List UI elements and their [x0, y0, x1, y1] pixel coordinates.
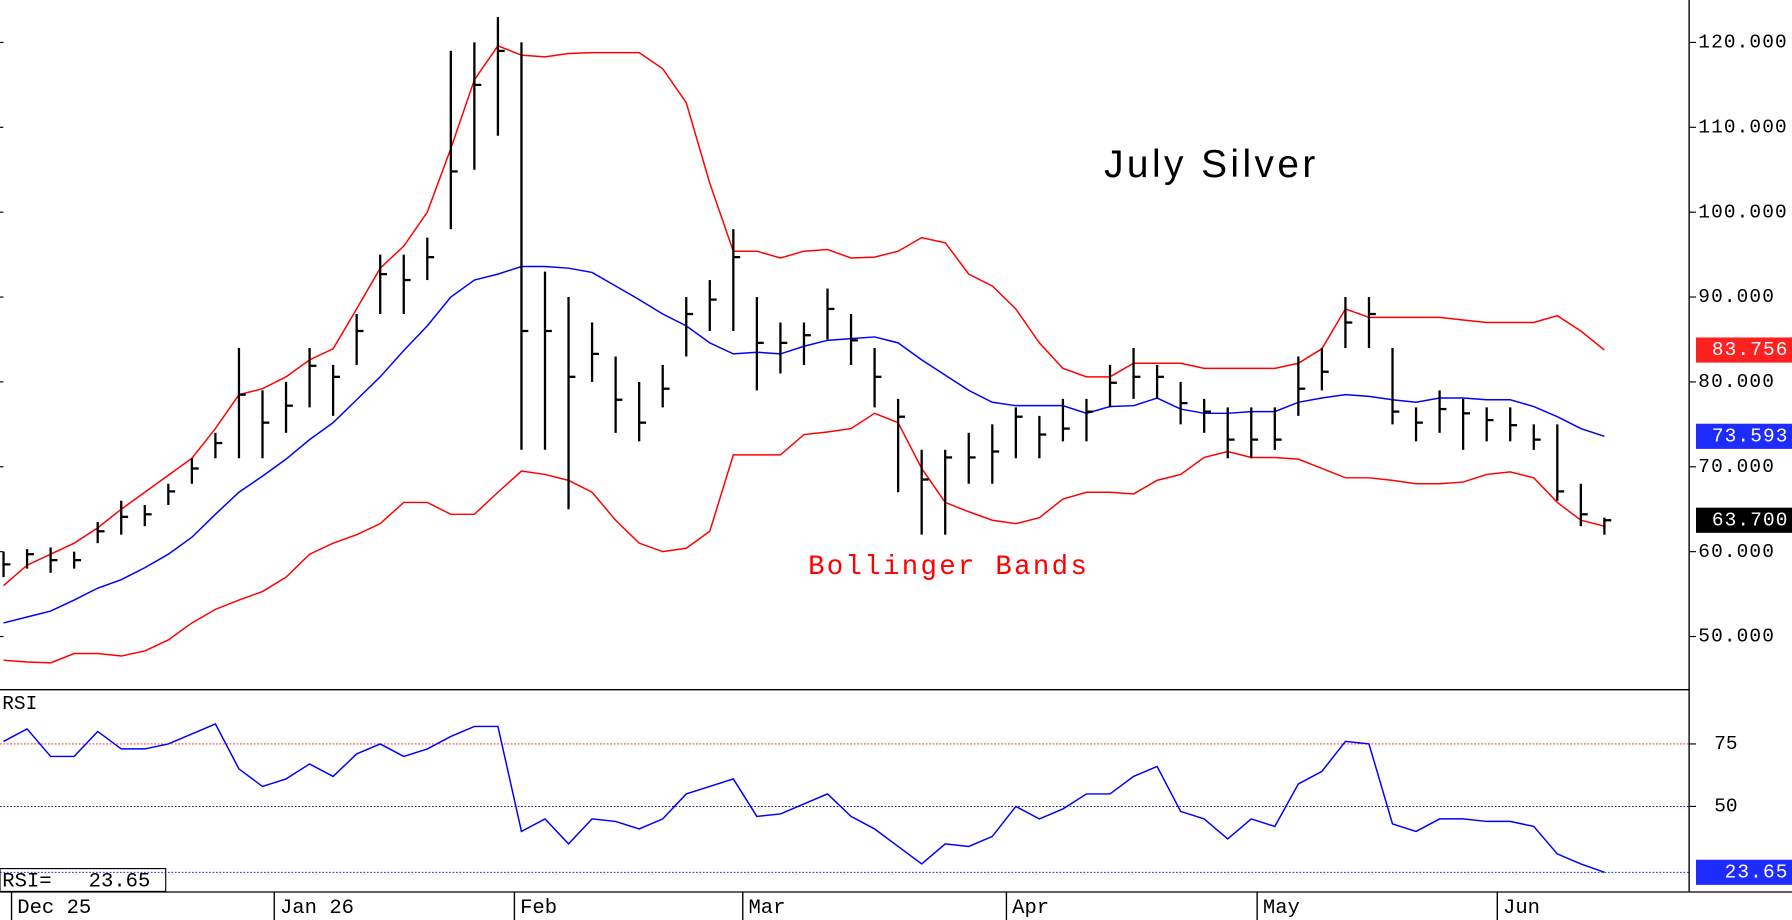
rsi-line: [3, 722, 1605, 874]
x-tick-label: Mar: [748, 897, 785, 920]
x-tick-label: Apr: [1012, 897, 1049, 920]
bollinger-band: [3, 412, 1605, 664]
rsi-tick-label: 75: [1714, 733, 1737, 755]
last-value-box: [1696, 859, 1792, 885]
last-value-box: [1696, 337, 1792, 363]
y-tick-label: 50.000: [1698, 626, 1775, 648]
chart-title: July Silver: [1104, 143, 1319, 186]
y-tick-label: 70.000: [1698, 456, 1775, 478]
y-tick-label: 80.000: [1698, 371, 1775, 393]
rsi-label: RSI: [2, 693, 37, 715]
y-tick-label: 110.000: [1698, 116, 1788, 138]
y-tick-label: 90.000: [1698, 286, 1775, 308]
x-tick-label: Jun: [1503, 897, 1540, 920]
bollinger-band: [3, 44, 1605, 587]
x-tick-label: May: [1263, 897, 1300, 920]
rsi-readout: RSI= 23.65: [2, 871, 150, 894]
last-value-label: 83.756: [1712, 339, 1789, 361]
last-value-label: 73.593: [1712, 425, 1789, 447]
y-tick-label: 60.000: [1698, 541, 1775, 563]
last-value-box: [1696, 423, 1792, 449]
last-value-label: 63.700: [1712, 509, 1789, 531]
last-value-box: [1696, 507, 1792, 533]
annotation: Bollinger Bands: [808, 552, 1089, 583]
x-tick-label: Jan 26: [280, 897, 354, 920]
y-tick-label: 120.000: [1698, 32, 1788, 54]
x-tick-label: Feb: [520, 897, 557, 920]
x-tick-label: Dec 25: [17, 897, 91, 920]
rsi-tick-label: 50: [1714, 796, 1737, 818]
y-tick-label: 100.000: [1698, 201, 1788, 223]
last-value-label: 23.65: [1725, 861, 1789, 883]
rsi-readout-box: [0, 868, 167, 892]
